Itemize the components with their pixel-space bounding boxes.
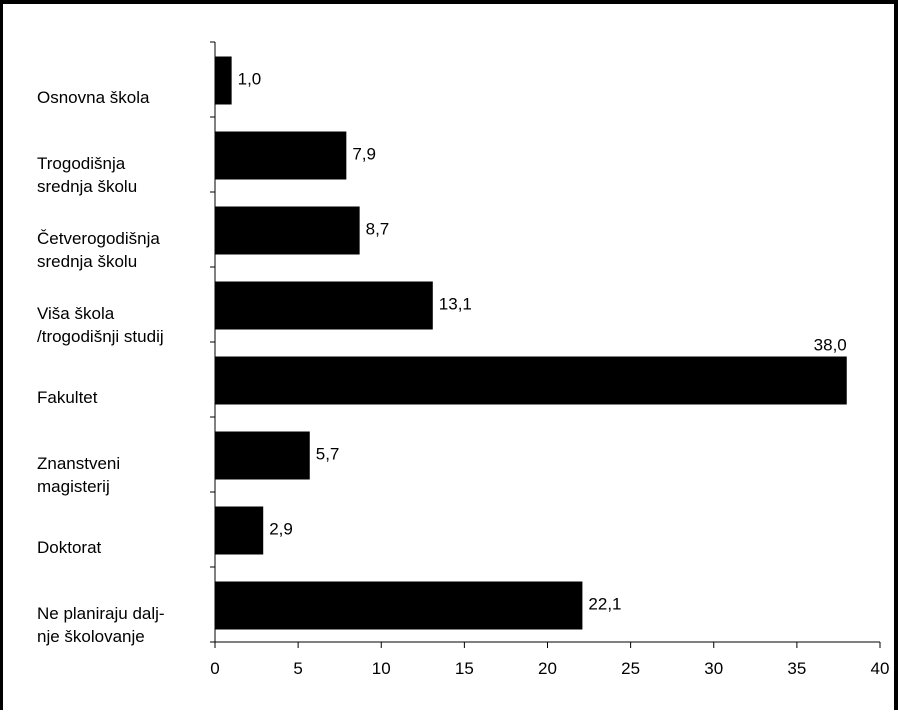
category-label: Viša škola/trogodišnji studij xyxy=(37,304,164,346)
bar-chart: 0 5 10 15 20 25 30 35 40 1,0 Osnovna škola 7,9 Trogo… xyxy=(37,41,890,678)
category-label: Četverogodišnja srednja školu xyxy=(37,229,160,271)
x-tick-label: 30 xyxy=(704,659,723,678)
bar xyxy=(215,56,232,105)
category-label: Znanstveni magisterij xyxy=(37,454,120,496)
bar-value-label: 7,9 xyxy=(352,145,376,164)
bar-value-label: 38,0 xyxy=(814,336,847,355)
bar-value-label: 13,1 xyxy=(439,295,472,314)
x-tick-label: 0 xyxy=(210,659,219,678)
bar xyxy=(215,206,360,255)
x-tick-label: 25 xyxy=(621,659,640,678)
bar xyxy=(215,281,433,330)
x-tick-label: 35 xyxy=(787,659,806,678)
bar-value-label: 5,7 xyxy=(316,445,340,464)
bar xyxy=(215,506,264,555)
bar-value-label: 2,9 xyxy=(269,520,293,539)
category-label: Ne planiraju dalj-nje školovanje xyxy=(37,604,165,646)
bar-value-label: 22,1 xyxy=(588,595,621,614)
bar xyxy=(215,356,847,405)
category-label: Doktorat xyxy=(37,538,102,557)
x-tick-label: 40 xyxy=(871,659,890,678)
bar-value-label: 1,0 xyxy=(238,70,262,89)
x-tick-label: 20 xyxy=(538,659,557,678)
bar-value-label: 8,7 xyxy=(366,220,390,239)
x-tick-label: 5 xyxy=(293,659,302,678)
bar xyxy=(215,581,583,630)
category-label: Trogodišnja srednja školu xyxy=(37,154,137,196)
category-label: Fakultet xyxy=(37,388,98,407)
x-tick-label: 10 xyxy=(372,659,391,678)
category-label: Osnovna škola xyxy=(37,88,150,107)
bar xyxy=(215,431,310,480)
bar xyxy=(215,131,347,180)
x-tick-label: 15 xyxy=(455,659,474,678)
